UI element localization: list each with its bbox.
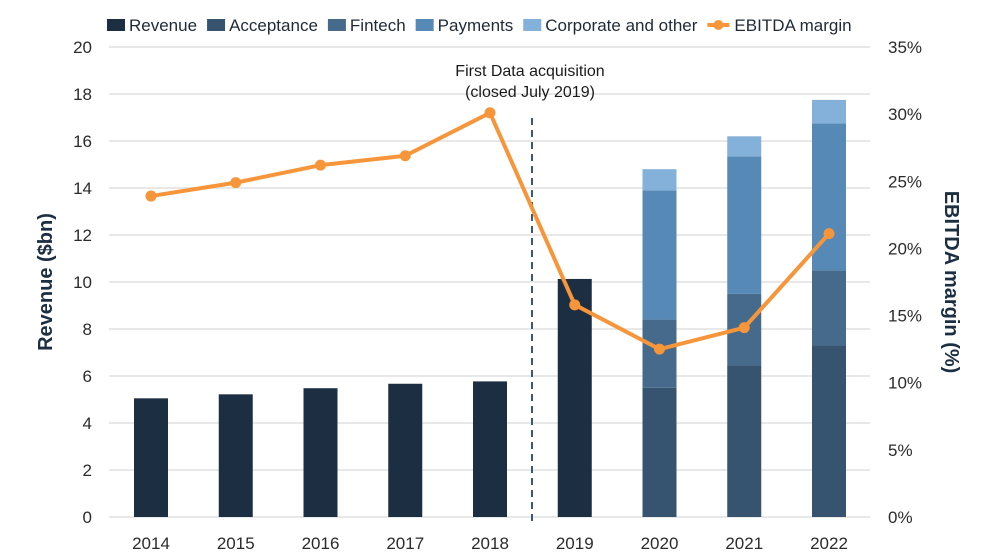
legend-label-revenue: Revenue <box>129 16 197 35</box>
x-tick-label: 2020 <box>641 534 679 553</box>
bar-revenue <box>134 398 168 517</box>
x-tick-label: 2015 <box>217 534 255 553</box>
bar-corporate-and-other <box>642 169 677 191</box>
left-tick-label: 20 <box>73 38 92 57</box>
bar-revenue <box>557 278 592 517</box>
legend-label-fintech: Fintech <box>350 16 406 35</box>
right-tick-label: 30% <box>888 105 922 124</box>
left-tick-label: 18 <box>73 85 92 104</box>
legend-label-corporate-and-other: Corporate and other <box>545 16 697 35</box>
bar-revenue <box>388 383 423 517</box>
right-tick-label: 20% <box>888 239 922 258</box>
bar-acceptance <box>727 365 762 517</box>
left-tick-label: 16 <box>73 132 92 151</box>
left-tick-label: 12 <box>73 226 92 245</box>
right-tick-label: 10% <box>888 374 922 393</box>
bar-payments <box>727 156 762 294</box>
legend-label-ebitda-margin: EBITDA margin <box>734 16 851 35</box>
bar-corporate-and-other <box>727 136 762 157</box>
ebitda-margin-point <box>315 159 326 171</box>
x-tick-label: 2021 <box>725 534 763 553</box>
right-tick-label: 5% <box>888 441 913 460</box>
left-tick-label: 6 <box>83 367 92 386</box>
legend-swatch <box>415 19 434 31</box>
bar-corporate-and-other <box>812 99 846 124</box>
legend: Revenue Acceptance Fintech Payments Corporat… <box>107 16 852 35</box>
ebitda-margin-point <box>569 299 581 311</box>
ebitda-margin-point <box>145 190 157 202</box>
left-tick-label: 4 <box>83 414 92 433</box>
bar-fintech <box>812 270 846 346</box>
right-tick-label: 25% <box>888 172 922 191</box>
left-tick-label: 8 <box>83 320 92 339</box>
x-tick-label: 2018 <box>471 534 509 553</box>
x-tick-label: 2022 <box>810 534 848 553</box>
ebitda-margin-point <box>484 107 496 119</box>
ebitda-margin-point <box>230 177 242 189</box>
left-tick-label: 14 <box>73 179 92 198</box>
bar-revenue <box>473 381 507 517</box>
ebitda-line <box>145 107 835 355</box>
x-tick-label: 2019 <box>556 534 594 553</box>
x-tick-label: 2017 <box>386 534 424 553</box>
bars <box>134 99 846 517</box>
legend-label-payments: Payments <box>438 16 514 35</box>
left-tick-label: 10 <box>73 273 92 292</box>
bar-revenue <box>218 394 253 517</box>
annotation-line-1: First Data acquisition <box>455 63 604 80</box>
legend-swatch <box>523 19 542 31</box>
x-tick-label: 2014 <box>132 534 170 553</box>
right-tick-label: 0% <box>888 508 913 527</box>
right-axis-title: EBITDA margin (%) <box>940 191 962 374</box>
ebitda-margin-point <box>399 150 411 162</box>
bar-acceptance <box>642 387 677 517</box>
x-tick-label: 2016 <box>302 534 340 553</box>
left-axis-title: Revenue ($bn) <box>35 213 57 351</box>
legend-swatch <box>327 19 346 31</box>
left-tick-label: 2 <box>83 461 92 480</box>
right-tick-label: 35% <box>888 38 922 57</box>
bar-payments <box>642 190 677 320</box>
bar-acceptance <box>812 345 846 517</box>
bar-revenue <box>303 388 338 517</box>
annotation-line-2: (closed July 2019) <box>465 84 595 101</box>
left-axis-ticks: 0 2 4 6 8 10 12 14 16 18 20 <box>73 38 92 527</box>
ebitda-margin-point <box>654 343 665 355</box>
x-axis-ticks: 2014 2015 2016 2017 2018 2019 2020 2021 2022 <box>132 534 848 553</box>
left-tick-label: 0 <box>83 508 92 527</box>
right-axis-ticks: 0% 5% 10% 15% 20% 25% 30% 35% <box>888 38 922 527</box>
right-tick-label: 15% <box>888 307 922 326</box>
legend-swatch <box>207 19 226 31</box>
ebitda-margin-point <box>738 322 750 334</box>
legend-line-marker <box>713 20 724 30</box>
legend-swatch <box>107 19 125 31</box>
legend-label-acceptance: Acceptance <box>229 16 318 35</box>
ebitda-margin-point <box>823 228 835 240</box>
